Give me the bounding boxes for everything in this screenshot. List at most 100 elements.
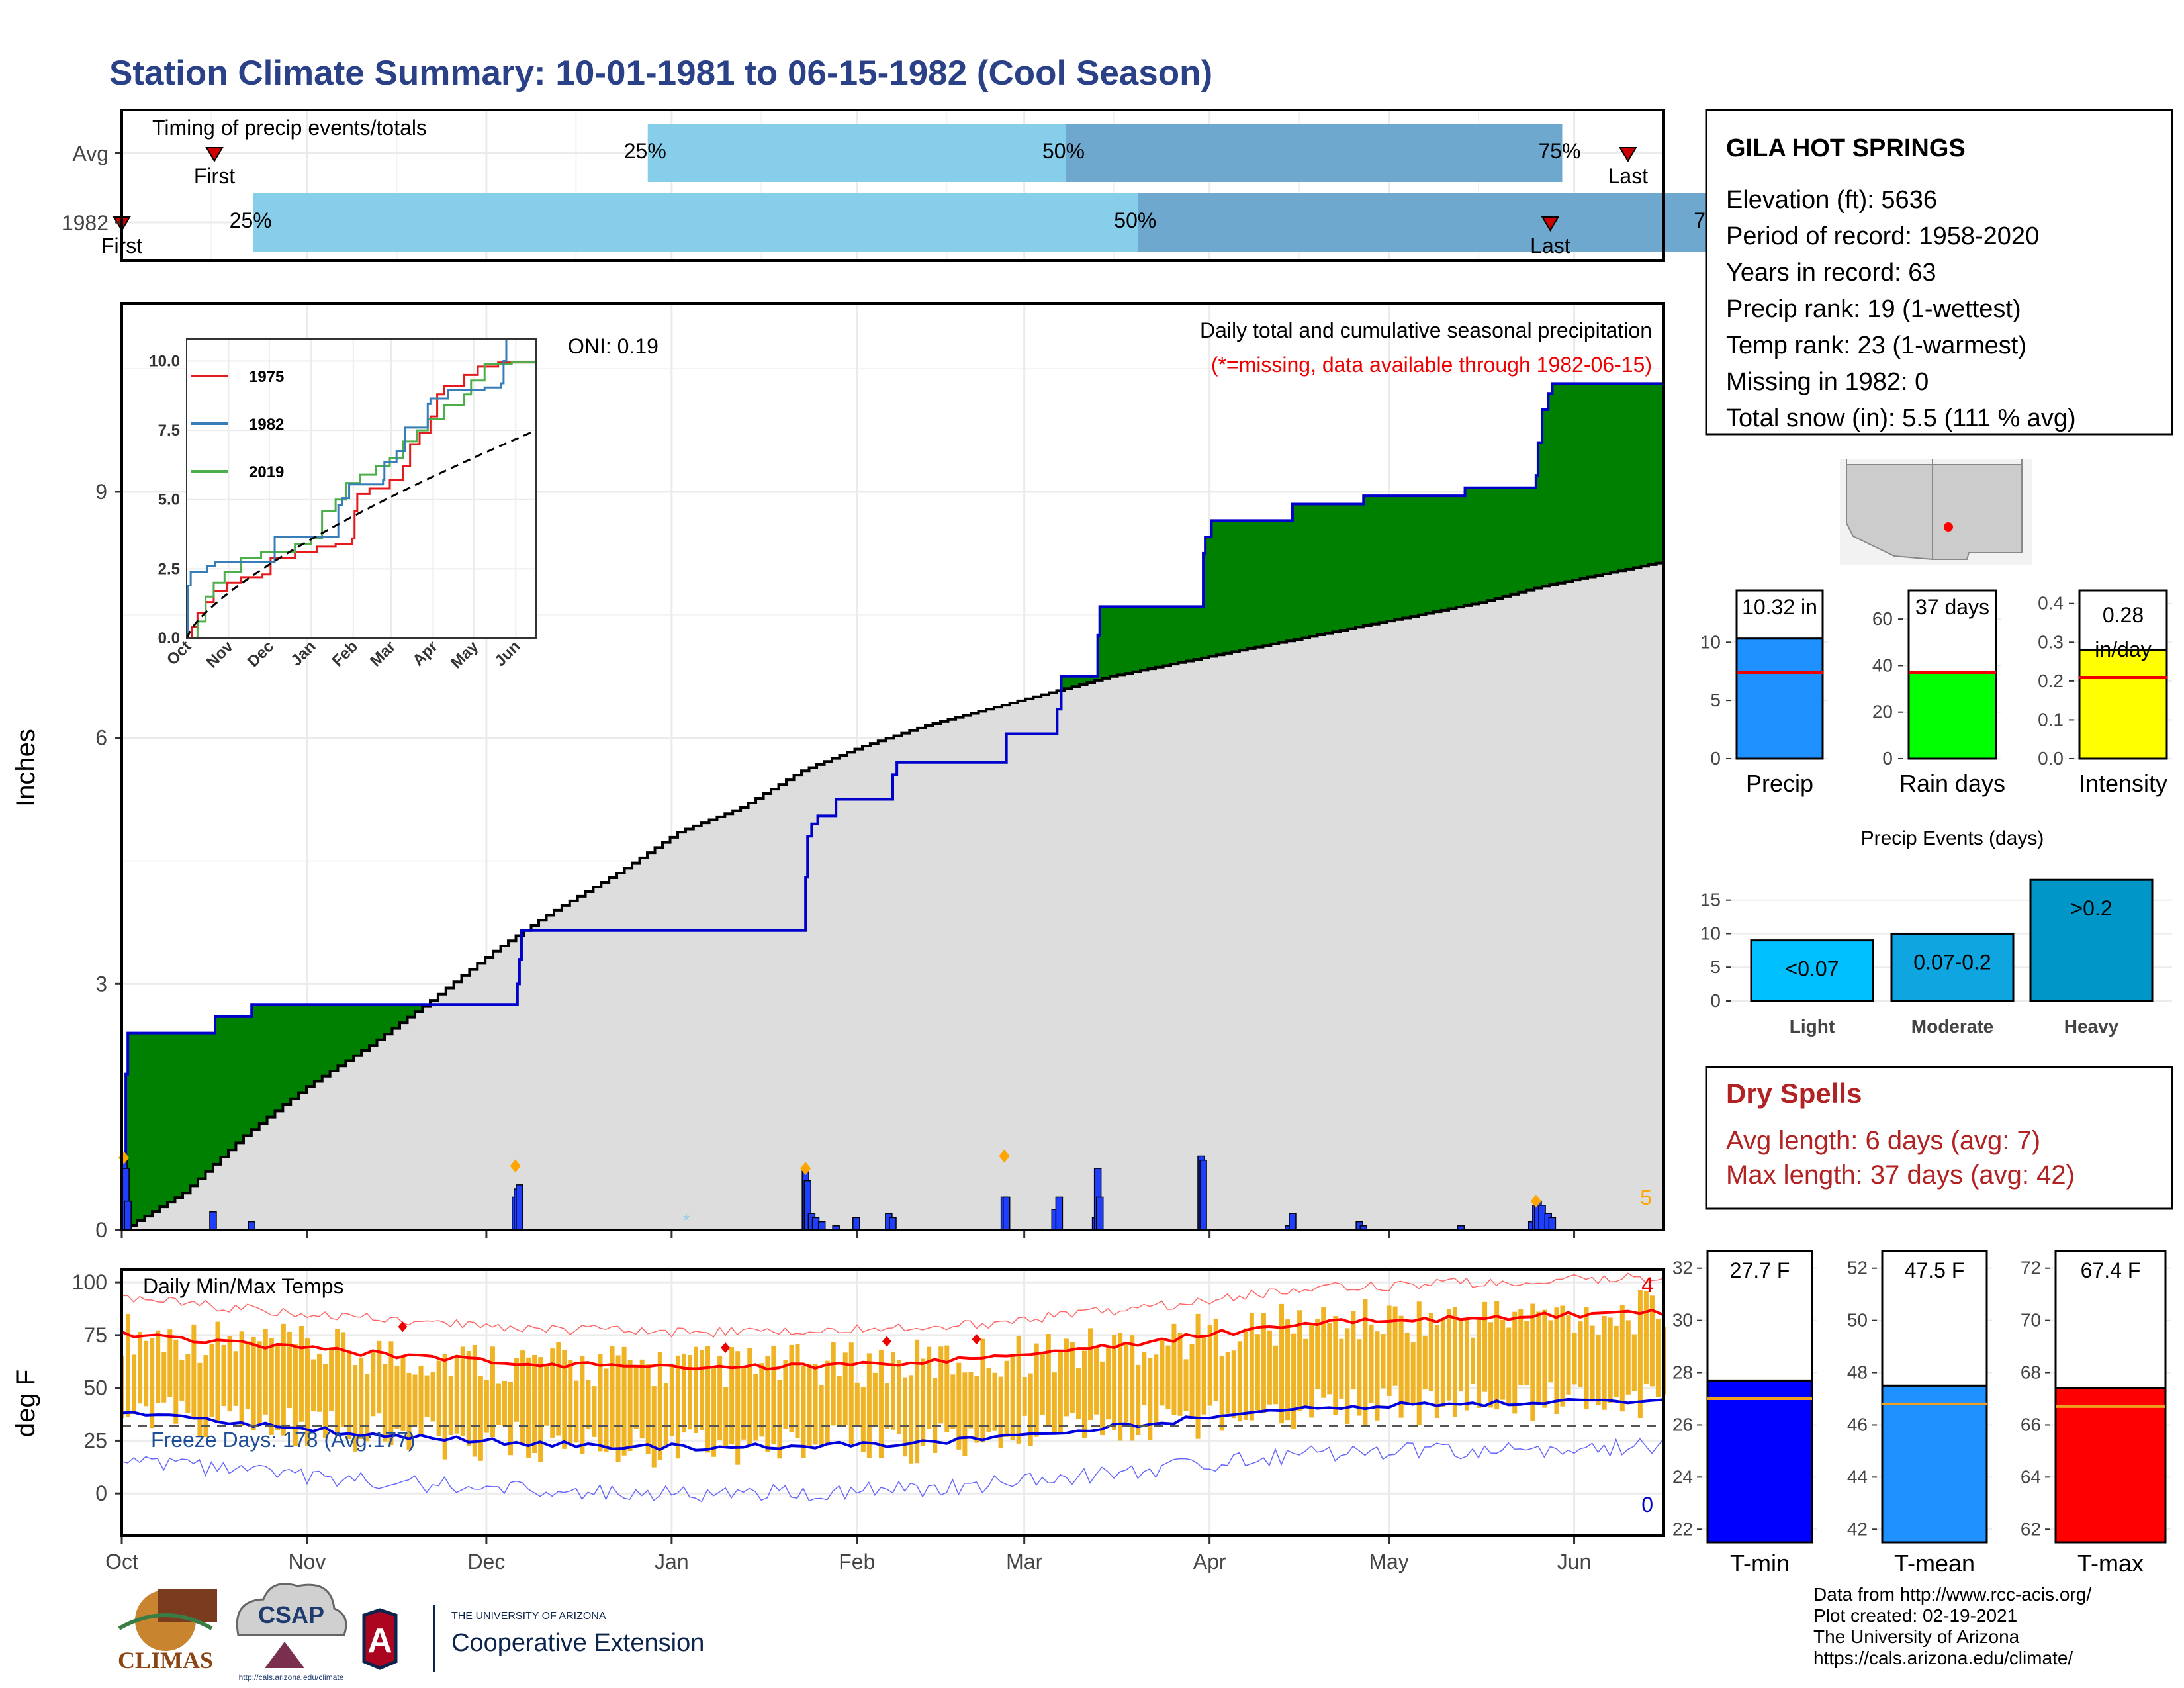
daily-temp-bar xyxy=(1398,1315,1404,1418)
daily-temp-bar xyxy=(502,1380,507,1427)
timing-frame xyxy=(120,109,1665,262)
record-marker xyxy=(972,1334,981,1345)
daily-temp-bar xyxy=(1291,1333,1297,1429)
daily-temp-bar xyxy=(1422,1336,1428,1390)
summary-tick-label: 20 xyxy=(1872,702,1893,722)
daily-temp-bar xyxy=(1554,1307,1559,1415)
daily-temp-bar xyxy=(310,1359,316,1411)
daily-temp-bar xyxy=(400,1355,406,1431)
events-bar xyxy=(1890,932,2015,1002)
timing-label-75: 75% xyxy=(1538,139,1580,163)
inset-legend-label: 2019 xyxy=(249,463,284,481)
station-location-dot xyxy=(1944,522,1953,532)
daily-temp-bar xyxy=(1273,1345,1278,1405)
daily-temp-bar xyxy=(621,1346,627,1456)
inset-frame xyxy=(186,338,537,639)
inset-y-tick-label: 2.5 xyxy=(158,560,180,578)
daily-temp-bar xyxy=(783,1359,788,1429)
daily-temp-bar xyxy=(239,1331,244,1426)
temp-panel-title: Daily Min/Max Temps xyxy=(143,1274,343,1298)
tbar-tick-label: 68 xyxy=(2021,1362,2041,1383)
temp-y-tick-label: 50 xyxy=(83,1376,107,1400)
summary-bar-label: Precip xyxy=(1746,770,1813,797)
tbar-label: T-min xyxy=(1730,1550,1790,1577)
daily-temp-bar xyxy=(950,1374,956,1429)
daily-temp-bar xyxy=(377,1340,382,1414)
month-tick-label: Mar xyxy=(1006,1550,1042,1573)
daily-temp-bar xyxy=(1404,1332,1410,1405)
summary-bar xyxy=(1735,637,1824,760)
daily-temp-bar xyxy=(705,1346,711,1453)
temp-y-axis-label: deg F xyxy=(11,1370,40,1437)
daily-temp-bar xyxy=(317,1353,322,1412)
main-y-tick-label: 6 xyxy=(95,726,107,750)
month-tick-label: Feb xyxy=(839,1550,875,1573)
daily-temp-bar xyxy=(998,1376,1003,1449)
daily-temp-bar xyxy=(1094,1348,1099,1415)
daily-temp-bar xyxy=(245,1341,250,1409)
daily-temp-bar xyxy=(173,1339,179,1424)
daily-temp-bar xyxy=(1471,1337,1476,1385)
daily-precip-bar xyxy=(1002,1196,1011,1231)
daily-temp-bar xyxy=(1160,1340,1165,1406)
daily-temp-bar xyxy=(430,1372,435,1422)
dry-spells-title: Dry Spells xyxy=(1726,1078,1862,1109)
daily-temp-bar xyxy=(1315,1319,1320,1390)
daily-temp-bar xyxy=(227,1335,232,1412)
tbar-tick-label: 22 xyxy=(1672,1519,1693,1539)
daily-temp-bar xyxy=(1560,1305,1565,1407)
daily-temp-bar xyxy=(472,1344,477,1457)
missing-note: (*=missing, data available through 1982-… xyxy=(1211,353,1652,377)
daily-precip-bar xyxy=(1289,1213,1297,1231)
daily-temp-bar xyxy=(466,1350,471,1446)
timing-row-label: 1982 xyxy=(62,211,109,235)
daily-precip-bar xyxy=(1199,1159,1207,1231)
daily-temp-bar xyxy=(490,1346,495,1438)
daily-temp-bar xyxy=(1631,1334,1637,1391)
daily-temp-bar xyxy=(365,1374,370,1442)
daily-temp-bar xyxy=(1369,1324,1374,1403)
daily-temp-bar xyxy=(759,1363,764,1437)
month-tick-label: Nov xyxy=(289,1550,326,1573)
main-frame xyxy=(120,302,1665,1231)
daily-temp-bar xyxy=(412,1374,418,1426)
daily-temp-bar xyxy=(1207,1325,1212,1406)
daily-temp-bar xyxy=(1177,1333,1183,1416)
daily-temp-bar xyxy=(938,1346,944,1424)
daily-temp-bar xyxy=(1142,1352,1147,1406)
daily-temp-bar xyxy=(891,1352,895,1430)
daily-temp-bar xyxy=(1069,1342,1075,1413)
daily-temp-bar xyxy=(144,1340,149,1407)
daily-precip-bar xyxy=(124,1200,132,1231)
map-border-lines xyxy=(1846,459,2023,465)
daily-temp-bar xyxy=(1584,1307,1589,1410)
daily-temp-bar xyxy=(1303,1338,1308,1406)
daily-temp-bar xyxy=(860,1387,866,1452)
daily-temp-bar xyxy=(915,1339,920,1464)
daily-temp-bar xyxy=(1297,1310,1302,1411)
daily-temp-bar xyxy=(1649,1295,1655,1387)
dry-spells-avg: Avg length: 6 days (avg: 7) xyxy=(1726,1126,2040,1155)
daily-temp-bar xyxy=(1375,1331,1380,1421)
location-map xyxy=(1840,459,2032,565)
tbar-tick-label: 32 xyxy=(1672,1258,1693,1278)
daily-temp-bar xyxy=(884,1383,889,1429)
temp-frame xyxy=(120,1268,1665,1537)
daily-temp-bar xyxy=(897,1360,902,1434)
daily-temp-bar xyxy=(657,1352,662,1460)
tbar-tick-label: 26 xyxy=(1672,1414,1693,1434)
summary-value-box xyxy=(1735,589,1824,640)
summary-tick-label: 0.3 xyxy=(2038,632,2064,652)
summary-value-label: 0.28 xyxy=(2103,603,2144,627)
daily-temp-bar xyxy=(1428,1313,1433,1391)
timing-label-50: 50% xyxy=(1042,139,1085,163)
daily-temp-bar xyxy=(813,1364,818,1445)
record-high-line xyxy=(121,1272,1664,1338)
daily-temp-bar xyxy=(1136,1364,1141,1436)
daily-temp-bar xyxy=(556,1342,561,1436)
daily-temp-bar xyxy=(1100,1361,1105,1436)
precip-events-panel: Precip Events (days) 0 5 10 15 <0.07 Light 0.07… xyxy=(1700,827,2172,1037)
csap-logo-text: CSAP xyxy=(258,1601,324,1628)
summary-value-label: in/day xyxy=(2095,637,2151,661)
